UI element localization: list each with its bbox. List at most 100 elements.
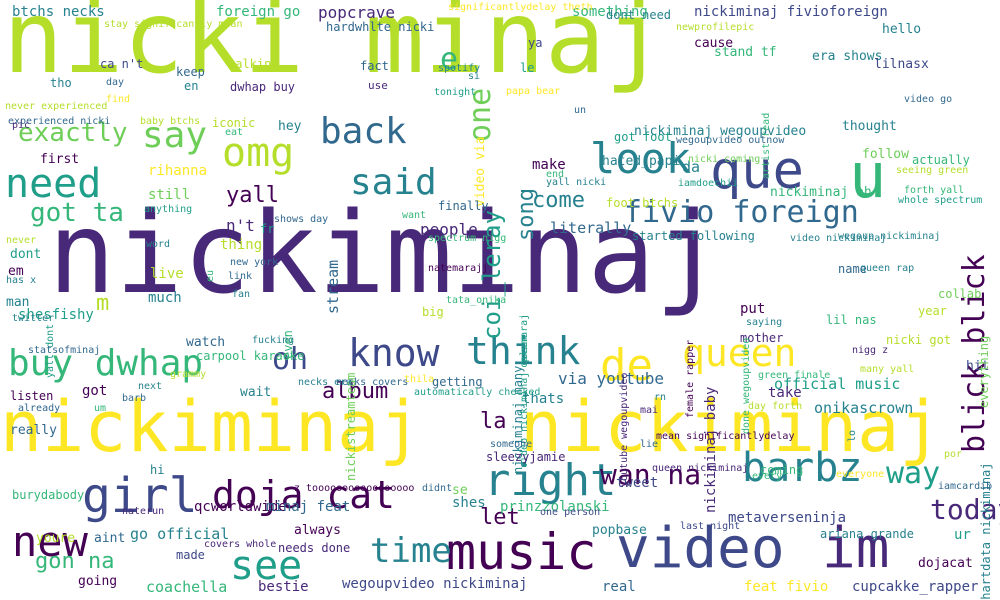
word: thing: [220, 237, 263, 253]
word: youtube wegoupvideo: [619, 372, 630, 487]
word: fan: [232, 289, 251, 300]
word: day: [106, 77, 125, 88]
word: cupcakke_rapper: [852, 579, 979, 595]
word: got ta: [30, 198, 124, 228]
word: sleezyjamie: [486, 450, 566, 464]
word: popcrave: [318, 3, 396, 22]
word: year: [918, 304, 947, 318]
word: going: [78, 574, 118, 589]
word: yall nicki: [546, 177, 607, 188]
word: lo: [847, 429, 858, 442]
word: cause: [694, 36, 734, 51]
word: barbz: [742, 445, 863, 491]
word: omg: [222, 130, 295, 176]
word: era shows: [812, 49, 883, 64]
word: female rapper: [685, 339, 696, 418]
word: coming: [760, 463, 804, 477]
word: significantlydelay theth: [448, 2, 593, 13]
word: video: [616, 516, 785, 581]
word: everything: [977, 335, 991, 408]
word: today: [930, 493, 1000, 526]
word: thought: [842, 119, 897, 134]
word: oh: [272, 342, 309, 377]
word: official music: [774, 375, 901, 393]
word: fivio foreign: [624, 195, 859, 230]
word: done wegoupvideo: [741, 337, 752, 434]
word: automatically checked: [414, 387, 541, 398]
word: nickiminaj wegoupvideo: [634, 124, 807, 139]
word: por: [944, 449, 963, 460]
word: saying: [746, 317, 783, 328]
word: never: [6, 235, 37, 246]
word: um: [94, 403, 107, 414]
word: mean significantlydelay: [656, 431, 795, 442]
word: grammy: [170, 369, 207, 380]
word: que: [710, 141, 804, 201]
word: video go: [904, 94, 953, 105]
word: name: [838, 262, 867, 276]
word: doja cat: [212, 473, 396, 517]
word: every: [752, 471, 783, 482]
word: use: [368, 79, 388, 92]
word: u: [849, 139, 887, 212]
word: follow: [862, 147, 909, 162]
word: keep: [176, 65, 205, 79]
word: right: [484, 455, 617, 506]
word: last night: [680, 521, 741, 532]
word: needs done: [278, 541, 351, 555]
word: watch: [186, 335, 226, 350]
word: go official: [130, 525, 230, 543]
word: baby btchs: [140, 116, 201, 127]
word: come: [532, 188, 585, 213]
word: shes: [452, 495, 486, 511]
word: rn: [654, 392, 667, 403]
word: one person: [540, 507, 601, 518]
word: wegoupvideo outnow: [676, 135, 785, 146]
word: statsofminaj: [28, 345, 101, 356]
word: hit: [966, 359, 990, 374]
word: first: [40, 152, 80, 167]
word: experienced nicki: [8, 116, 111, 127]
word: someone: [490, 439, 533, 450]
word: spectrum nigg: [428, 233, 507, 244]
word: se: [452, 483, 468, 498]
word: metaverseninja: [728, 510, 847, 526]
word: carpool karaoke: [196, 349, 305, 363]
word: tata_onika: [446, 295, 507, 306]
word: nickiminaj baby: [703, 386, 719, 513]
word: live: [150, 266, 184, 282]
word: new york: [230, 257, 279, 268]
word: z tooooooooooooooooo: [294, 483, 415, 494]
word: dojacat: [918, 556, 973, 571]
word: im: [822, 516, 890, 581]
word: collab: [938, 287, 982, 301]
word: coachella: [146, 578, 228, 596]
word: word: [146, 239, 171, 250]
word: iconic: [212, 116, 256, 130]
word: end: [546, 169, 565, 180]
word: green finale: [758, 370, 831, 381]
word: getting: [432, 375, 483, 389]
word: forth yall: [904, 185, 965, 196]
word: real: [602, 579, 636, 595]
word: iamcardib: [938, 481, 993, 492]
word: natemarajj: [428, 263, 489, 274]
word: nickiminaj fivioforeign: [694, 4, 888, 20]
word: pic: [12, 120, 31, 131]
word: onikascrown: [814, 399, 914, 417]
word: fact: [360, 59, 389, 73]
word: lil nas: [826, 313, 877, 327]
word: tonight: [434, 87, 477, 98]
word: take: [768, 385, 802, 401]
word: burydabody: [12, 488, 85, 502]
word: da: [682, 158, 701, 176]
word: dont need: [606, 8, 672, 22]
word: newprofilepic: [676, 22, 755, 33]
word: m: [96, 291, 110, 316]
word: eat: [225, 127, 244, 138]
word: si: [468, 71, 481, 82]
word: nicki coming: [688, 154, 761, 165]
word: new: [12, 517, 88, 566]
word: lie: [640, 439, 659, 450]
